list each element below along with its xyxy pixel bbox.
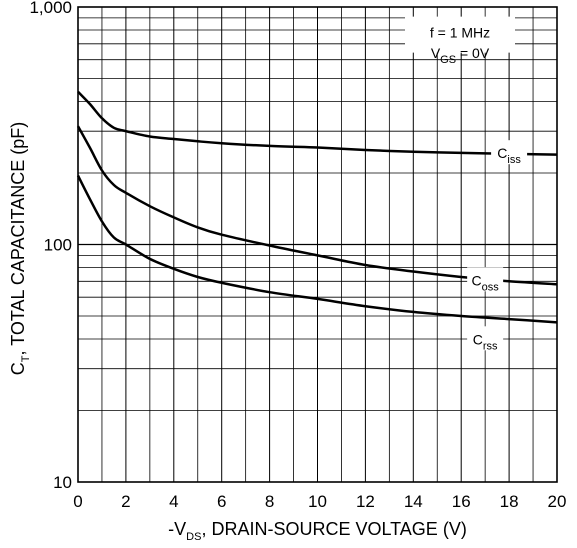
series-line-ciss [77,90,558,156]
x-tick-label: 6 [217,492,226,511]
conditions-background [405,16,515,53]
x-tick-label: 16 [452,492,471,511]
series-label-crss: Crss [473,331,498,352]
series-label-background [491,140,528,165]
x-axis-title: -VDS, DRAIN-SOURCE VOLTAGE (V) [168,519,467,543]
series-line-coss [76,125,558,286]
y-tick-label: 100 [44,236,72,255]
x-tick-label: 10 [308,492,327,511]
y-tick-label: 1,000 [29,0,72,17]
series-label-ciss: Ciss [497,145,521,166]
y-tick-labels: 10 100 1,000 [29,0,72,492]
series-label-background [467,267,504,292]
x-tick-label: 14 [404,492,423,511]
x-tick-label: 12 [356,492,375,511]
annotations: f = 1 MHz VGS = 0V [405,16,515,66]
y-tick-label: 10 [53,473,72,492]
condition-label: f = 1 MHz [430,25,490,41]
series-label-background [467,326,504,351]
grid [78,7,557,482]
x-tick-label: 18 [500,492,519,511]
series-group: Ciss Coss Crss [76,90,558,352]
series-label-coss: Coss [472,272,500,293]
x-tick-labels: 0 2 4 6 8 10 12 14 16 18 20 [73,492,566,511]
x-tick-label: 0 [73,492,82,511]
y-axis-title: CT, TOTAL CAPACITANCE (pF) [8,122,32,375]
plot-frame [77,6,558,483]
series-line-crss [76,175,558,324]
x-tick-label: 20 [548,492,567,511]
condition-label: VGS = 0V [431,45,490,66]
x-tick-label: 2 [121,492,130,511]
x-tick-label: 8 [265,492,274,511]
x-tick-label: 4 [169,492,178,511]
